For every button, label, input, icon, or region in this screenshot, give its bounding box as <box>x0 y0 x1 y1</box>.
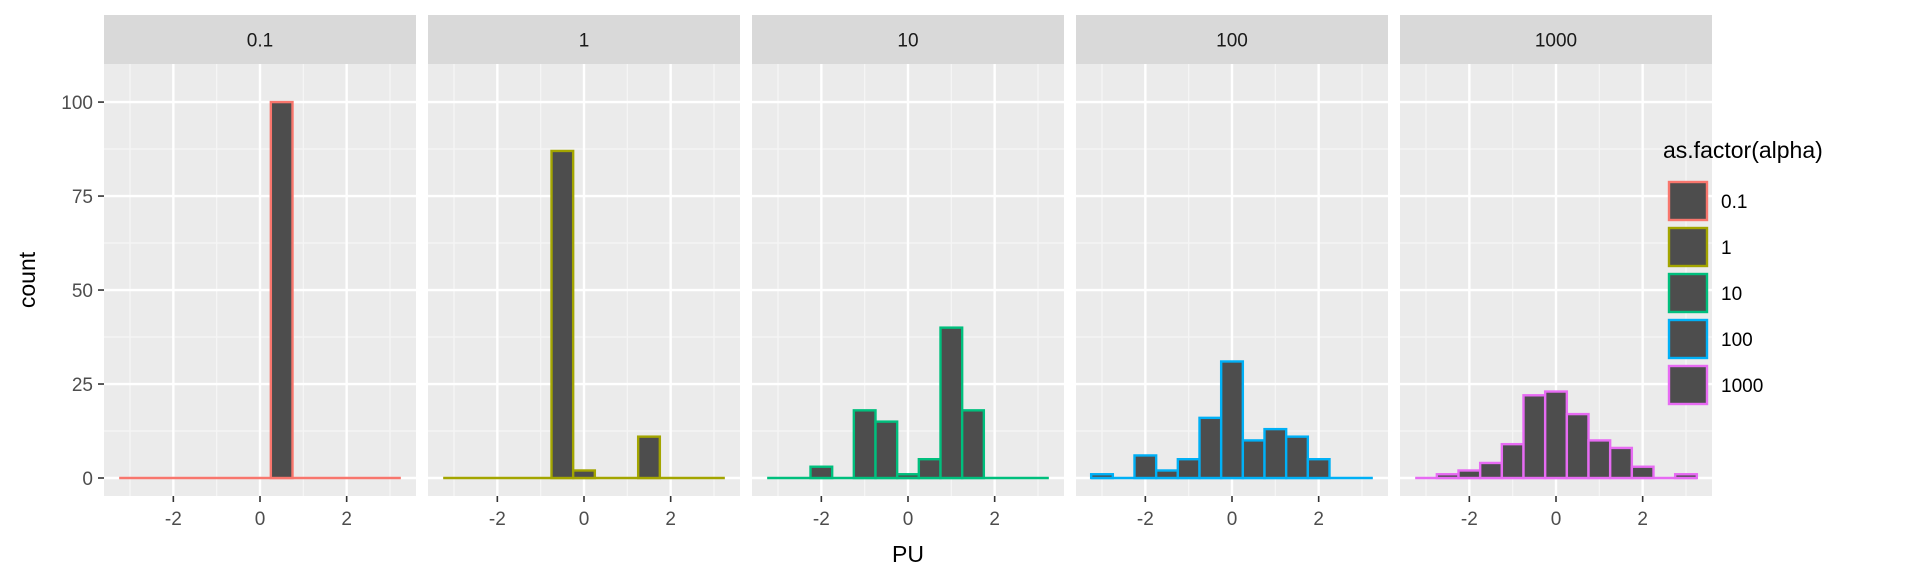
facet-1000-bar <box>1543 390 1569 480</box>
facet-1000-x-tick-label: 0 <box>1551 509 1562 530</box>
facet-0-1-bar <box>269 100 294 480</box>
legend-key-10 <box>1667 272 1709 314</box>
legend-label-1000: 1000 <box>1721 376 1763 397</box>
facet-10-bar <box>809 465 834 480</box>
legend-label-0-1: 0.1 <box>1721 192 1747 213</box>
facet-100-bar <box>1198 416 1223 480</box>
facet-10-strip-label: 10 <box>897 31 918 52</box>
facet-100-bar <box>1219 360 1245 480</box>
facet-1-strip <box>428 15 740 64</box>
facet-10-bar <box>852 409 877 480</box>
y-axis-title: count <box>14 251 40 308</box>
facet-100-bar <box>1089 473 1115 480</box>
legend-label-1: 1 <box>1721 238 1732 259</box>
facet-0-1-x-tick-label: -2 <box>165 509 182 530</box>
y-tick-label: 50 <box>72 281 93 302</box>
facet-100-bar <box>1284 435 1310 480</box>
facet-100-strip-label: 100 <box>1216 31 1248 52</box>
facet-1-bar <box>550 149 575 480</box>
facet-1-bar <box>636 435 662 480</box>
facet-1000-bar <box>1500 442 1525 480</box>
y-tick-label: 0 <box>82 469 93 490</box>
facet-10-bar <box>917 458 942 480</box>
legend-title: as.factor(alpha) <box>1663 137 1823 163</box>
facet-10-bar <box>939 326 964 480</box>
facet-100-bar <box>1306 458 1331 480</box>
facet-1000-bar <box>1565 412 1590 480</box>
facet-1000-bar <box>1457 469 1482 480</box>
facet-10-x-tick-label: 0 <box>903 509 914 530</box>
legend-key-1000 <box>1667 364 1709 406</box>
facet-1000-strip <box>1400 15 1712 64</box>
x-axis-title: PU <box>892 541 924 567</box>
facet-10-bar <box>874 420 899 480</box>
facet-1000-bar <box>1478 461 1504 480</box>
facet-100-x-tick-label: 2 <box>1313 509 1324 530</box>
facet-1-x-tick-label: 2 <box>665 509 676 530</box>
facet-0-1-x-tick-label: 0 <box>255 509 266 530</box>
facet-1000-bar <box>1435 473 1460 480</box>
facet-1000-bar <box>1522 394 1547 480</box>
facet-1000-strip-label: 1000 <box>1535 31 1577 52</box>
facet-1000-x-tick-label: 2 <box>1637 509 1648 530</box>
facet-1000-bar <box>1630 465 1655 480</box>
facet-100-bar <box>1176 458 1201 480</box>
facet-1-strip-label: 1 <box>579 31 590 52</box>
y-tick-label: 100 <box>61 93 93 114</box>
facet-100-bar <box>1154 469 1180 480</box>
legend-key-100 <box>1667 318 1709 360</box>
facet-1-x-tick-label: -2 <box>489 509 506 530</box>
facet-1000-bar <box>1587 439 1612 480</box>
facet-10-bar <box>895 473 921 480</box>
facet-100-bar <box>1241 439 1266 480</box>
facet-1000-bar <box>1673 473 1699 480</box>
facet-1000-bar <box>1608 446 1634 480</box>
facet-0-1-strip-label: 0.1 <box>247 31 273 52</box>
legend-label-100: 100 <box>1721 330 1753 351</box>
facet-100-bar <box>1263 427 1288 480</box>
facet-10-x-tick-label: -2 <box>813 509 830 530</box>
facet-100-strip <box>1076 15 1388 64</box>
facet-100-x-tick-label: 0 <box>1227 509 1238 530</box>
facet-1-x-tick-label: 0 <box>579 509 590 530</box>
facet-1000-x-tick-label: -2 <box>1461 509 1478 530</box>
facet-0-1-strip <box>104 15 416 64</box>
facet-100-bar <box>1133 454 1158 480</box>
legend-key-0-1 <box>1667 180 1709 222</box>
facet-10-strip <box>752 15 1064 64</box>
facet-10-bar <box>960 409 986 480</box>
y-tick-label: 25 <box>72 375 93 396</box>
facet-0-1-x-tick-label: 2 <box>341 509 352 530</box>
legend-label-10: 10 <box>1721 284 1742 305</box>
legend-key-1 <box>1667 226 1709 268</box>
facet-1-bar <box>571 469 597 480</box>
y-tick-label: 75 <box>72 187 93 208</box>
facet-100-x-tick-label: -2 <box>1137 509 1154 530</box>
facet-10-x-tick-label: 2 <box>989 509 1000 530</box>
